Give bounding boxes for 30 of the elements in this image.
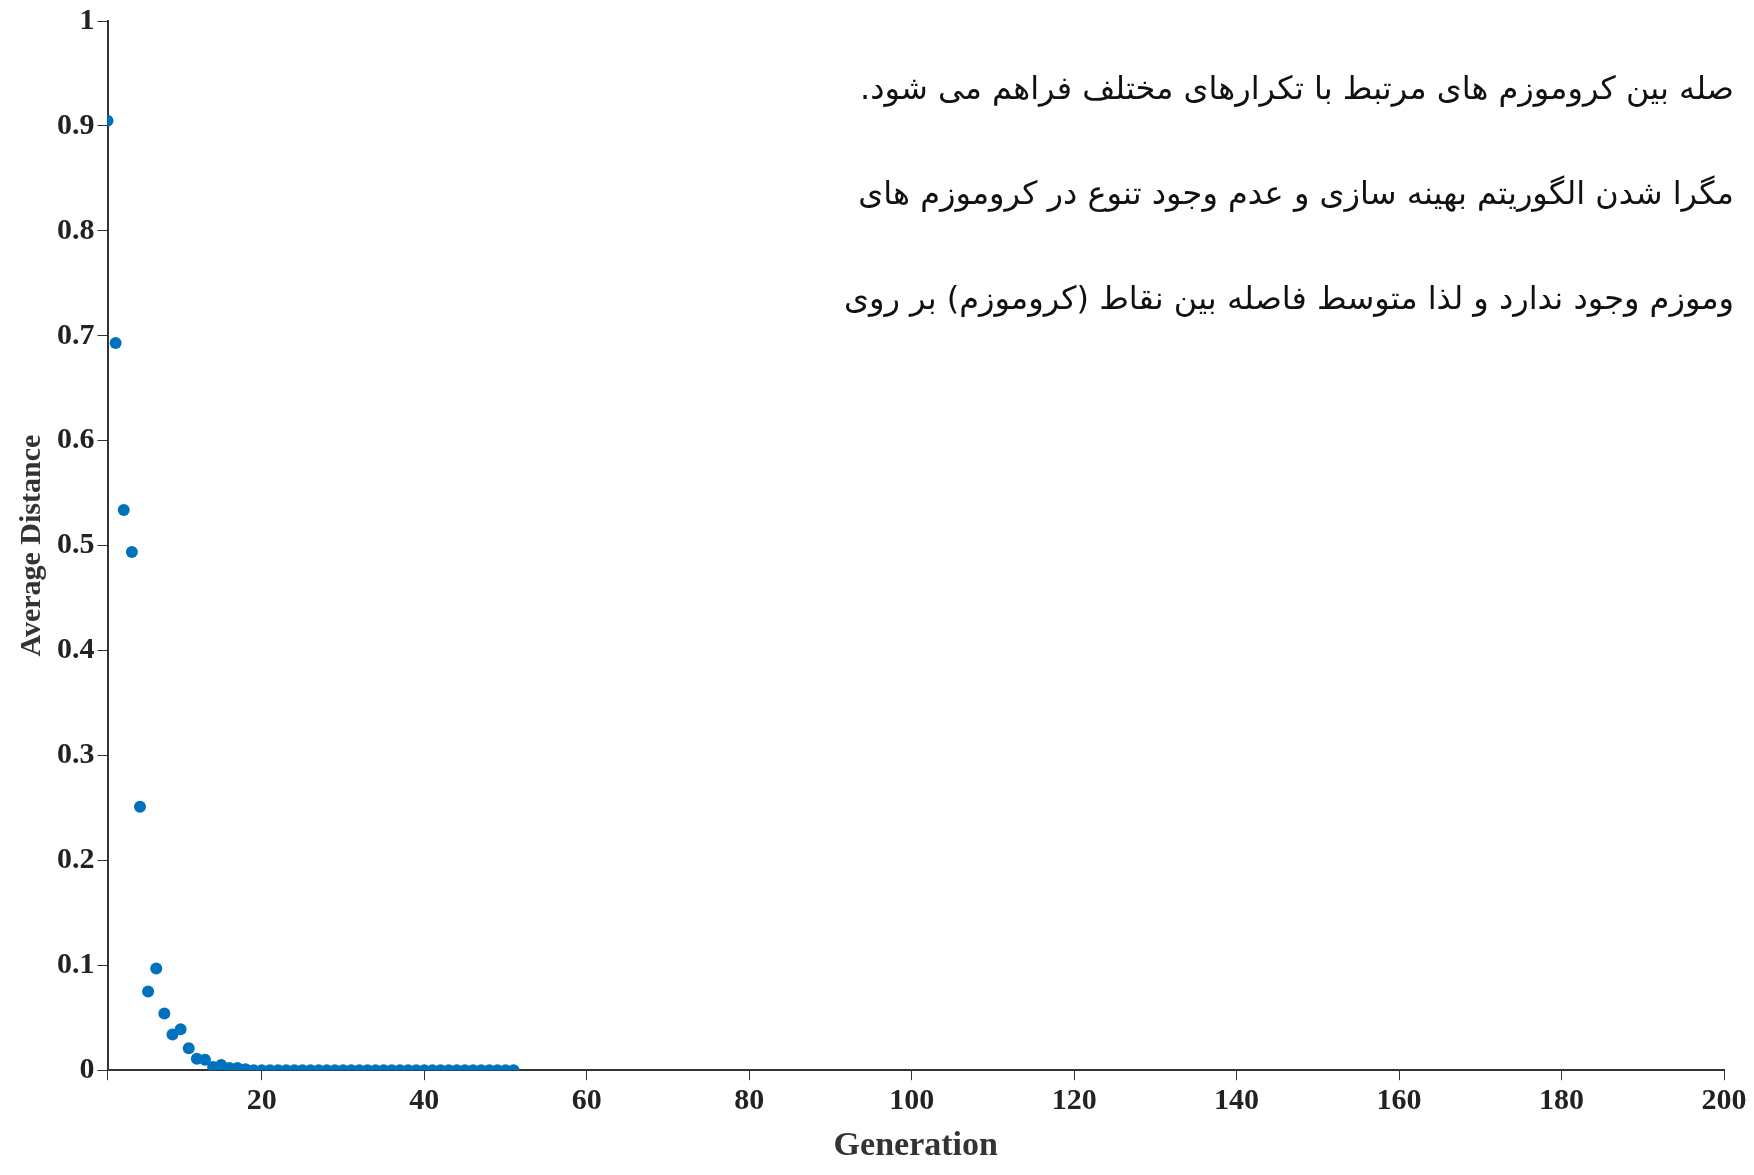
point: [109, 337, 122, 350]
y-tick-label: 0.8: [57, 211, 95, 245]
x-tick-label: 120: [1051, 1081, 1097, 1115]
x-axis-title: Generation: [833, 1125, 998, 1163]
x-tick-label: 200: [1701, 1081, 1747, 1115]
y-tick-label: 0.3: [57, 736, 95, 770]
x-tick-label: 80: [734, 1081, 765, 1115]
y-tick-label: 0.9: [57, 106, 95, 140]
annotation: صله بین کروموزم های مرتبط با تکرارهای مختلف فراهم می شود.: [859, 68, 1734, 109]
y-tick-label: 1: [79, 1, 95, 35]
annotation: مگرا شدن الگوریتم بهینه سازی و عدم وجود تنوع در کروموزم های: [857, 173, 1734, 214]
x-tick-label: 20: [246, 1081, 277, 1115]
x-tick-label: 140: [1214, 1081, 1260, 1115]
x-tick-label: 40: [409, 1081, 440, 1115]
x-tick-label: 60: [571, 1081, 602, 1115]
y-tick-label: 0.7: [57, 316, 95, 350]
annotation: وموزم وجود ندارد و لذا متوسط فاصله بین نقاط (کروموزم) بر روی: [843, 278, 1734, 319]
y-tick-label: 0.1: [57, 946, 95, 980]
x-tick-label: 100: [889, 1081, 935, 1115]
point: [133, 800, 146, 813]
y-tick-label: 0.6: [57, 421, 95, 455]
point: [125, 545, 138, 558]
y-tick-label: 0.2: [57, 841, 95, 875]
y-tick-label: 0.4: [57, 631, 95, 665]
x-tick-label: 180: [1539, 1081, 1585, 1115]
point: [117, 503, 130, 516]
y-tick-label: 0.5: [57, 526, 95, 560]
y-tick-label: 0: [79, 1050, 95, 1084]
x-tick-label: 160: [1376, 1081, 1422, 1115]
y-axis-title: Average Distance: [12, 434, 46, 657]
